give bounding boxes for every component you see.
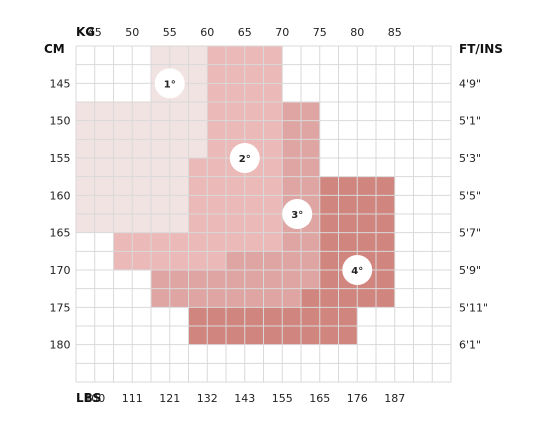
size-3-region-2: [226, 251, 283, 270]
left-axis-title: CM: [44, 42, 65, 56]
right-axis-title: FT/INS: [459, 42, 503, 56]
bottom-axis-title: LBS: [76, 391, 101, 405]
top-tick-label: 60: [200, 26, 214, 39]
top-tick-label: 65: [238, 26, 252, 39]
left-tick-label: 160: [50, 189, 71, 202]
top-tick-label: 80: [350, 26, 364, 39]
right-tick-label: 5'5": [459, 189, 481, 202]
bottom-tick-label: 111: [122, 392, 143, 405]
bottom-tick-label: 176: [347, 392, 368, 405]
left-tick-label: 165: [50, 227, 71, 240]
left-tick-label: 145: [50, 77, 71, 90]
size-4-label: 4°: [351, 266, 363, 277]
top-tick-label: 70: [275, 26, 289, 39]
size-4-marker: [342, 255, 373, 285]
top-tick-label: 45: [88, 26, 102, 39]
size-3-label: 3°: [291, 210, 303, 221]
grid-lines: [75, 45, 452, 383]
left-tick-label: 170: [50, 264, 71, 277]
bottom-tick-label: 165: [309, 392, 330, 405]
left-tick-label: 180: [50, 339, 71, 352]
size-3-marker: [282, 199, 313, 229]
top-axis-title: KG: [76, 25, 95, 39]
right-tick-label: 6'1": [459, 339, 481, 352]
right-tick-label: 4'9": [459, 77, 481, 90]
right-tick-label: 5'7": [459, 227, 481, 240]
size-3-region-3: [151, 270, 283, 289]
right-tick-label: 5'1": [459, 115, 481, 128]
size-2-region-3: [188, 195, 283, 252]
bottom-tick-label: 132: [197, 392, 218, 405]
left-tick-label: 150: [50, 115, 71, 128]
size-4-region-2: [301, 288, 320, 308]
size-markers: 1° 2° 3° 4°: [154, 68, 373, 285]
left-tick-label: 155: [50, 152, 71, 165]
bottom-tick-label: 143: [234, 392, 255, 405]
bottom-tick-label: 121: [159, 392, 180, 405]
left-tick-label: 175: [50, 301, 71, 314]
size-2-label: 2°: [239, 154, 251, 165]
right-tick-label: 5'9": [459, 264, 481, 277]
top-tick-label: 75: [313, 26, 327, 39]
top-tick-label: 50: [125, 26, 139, 39]
bottom-tick-label: 187: [384, 392, 405, 405]
top-tick-label: 85: [388, 26, 402, 39]
right-tick-label: 5'11": [459, 301, 488, 314]
size-1-label: 1°: [164, 79, 176, 90]
bottom-tick-label: 100: [84, 392, 105, 405]
top-tick-label: 55: [163, 26, 177, 39]
axis-ticks: 45 50 55 60 65 70 75 80 85 100 111 121 132 143 155 165 1…: [50, 26, 489, 405]
size-1-marker: [154, 68, 185, 99]
right-tick-label: 5'3": [459, 152, 481, 165]
size-2-marker: [229, 143, 260, 173]
bottom-tick-label: 155: [272, 392, 293, 405]
